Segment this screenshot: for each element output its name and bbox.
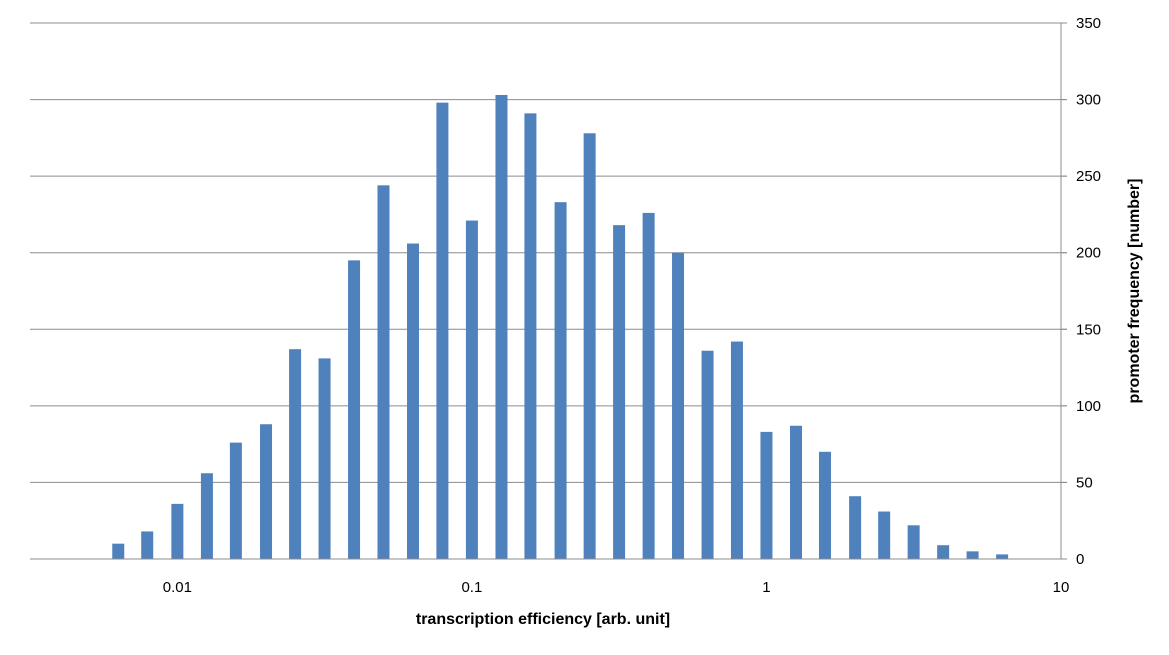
bar [554, 202, 567, 560]
x-tick-label: 0.01 [163, 579, 192, 596]
y-tick-label: 200 [1076, 245, 1101, 262]
bar [200, 473, 213, 559]
y-tick-label: 250 [1076, 168, 1101, 185]
bar [790, 425, 803, 559]
x-tick-label: 1 [762, 579, 770, 596]
bar [377, 185, 390, 559]
bar [112, 543, 125, 559]
bar [436, 102, 449, 560]
bar [289, 349, 302, 559]
x-tick-label: 10 [1053, 579, 1070, 596]
bar [760, 431, 773, 559]
bar [583, 133, 596, 559]
bar [907, 525, 920, 559]
y-axis-title: promoter frequency [number] [1126, 179, 1143, 404]
bar [966, 551, 979, 559]
bar [878, 511, 891, 559]
bar [730, 341, 743, 559]
bar [495, 94, 508, 559]
y-tick-label: 100 [1076, 398, 1101, 415]
bar [701, 350, 714, 559]
bar [937, 545, 950, 559]
bar [407, 243, 420, 560]
bar [613, 225, 626, 560]
bar [141, 531, 154, 559]
x-tick-label: 0.1 [461, 579, 482, 596]
y-tick-label: 50 [1076, 474, 1093, 491]
x-axis-title: transcription efficiency [arb. unit] [416, 611, 670, 628]
axes [30, 22, 1067, 560]
bar [318, 358, 331, 559]
y-tick-label: 0 [1076, 551, 1084, 568]
bar [672, 252, 685, 559]
y-tick-label: 150 [1076, 321, 1101, 338]
y-tick-label: 300 [1076, 92, 1101, 109]
bar [260, 424, 273, 559]
bar [348, 260, 361, 559]
bar [818, 451, 831, 559]
bar [171, 503, 184, 559]
bar [229, 442, 242, 559]
bars [112, 94, 1009, 560]
bar [642, 212, 655, 559]
tick-labels: 0 50 100 150 200 250 300 350 0.01 0.1 1 10 [163, 15, 1101, 596]
bar [465, 220, 478, 559]
y-tick-label: 350 [1076, 15, 1101, 32]
gridlines [30, 22, 1067, 483]
bar [849, 496, 862, 559]
bar [524, 113, 537, 560]
bar [996, 554, 1009, 559]
